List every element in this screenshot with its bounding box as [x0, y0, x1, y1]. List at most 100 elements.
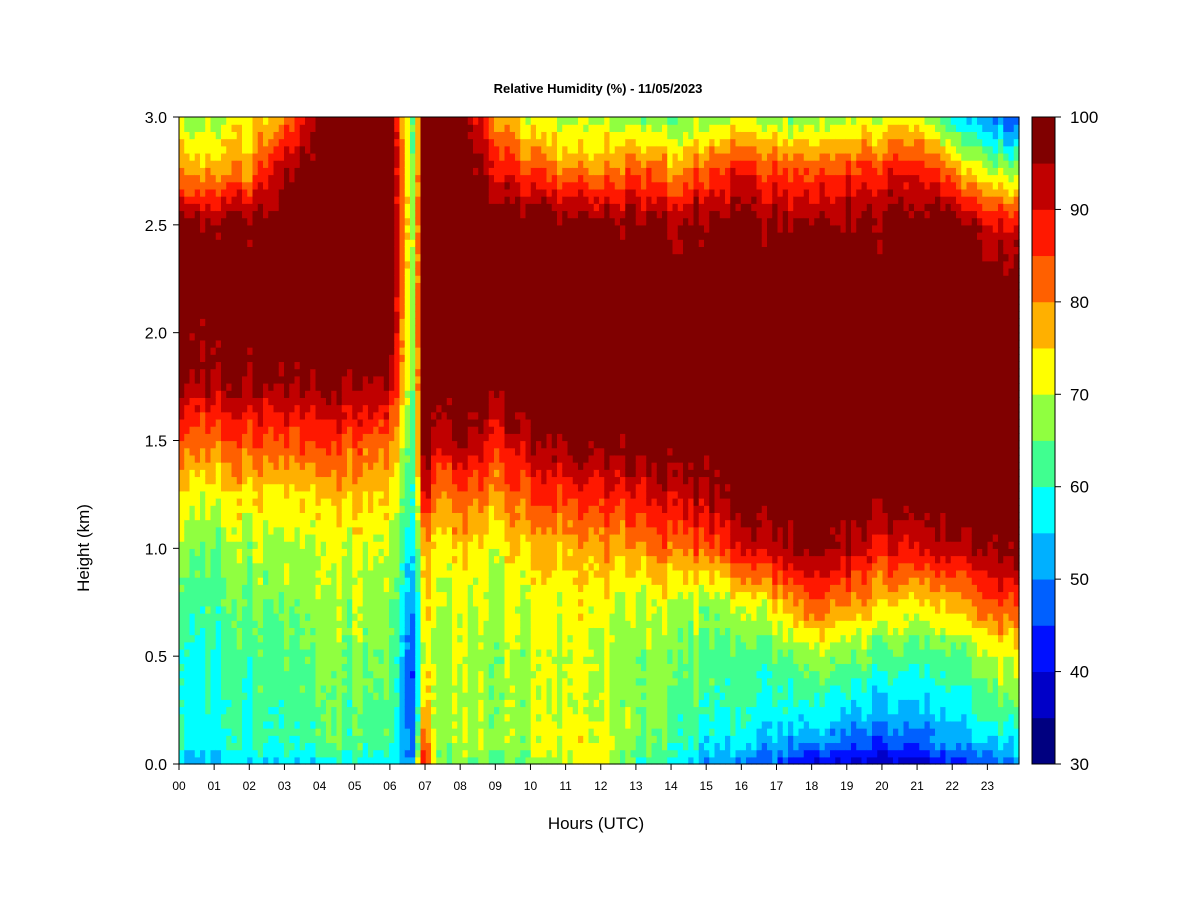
heatmap-cell: [263, 498, 269, 506]
heatmap-cell: [315, 684, 322, 693]
heatmap-cell: [215, 210, 222, 219]
heatmap-cell: [247, 519, 254, 528]
heatmap-cell: [399, 706, 406, 715]
heatmap-cell: [425, 260, 432, 269]
heatmap-cell: [352, 591, 359, 600]
heatmap-cell: [336, 167, 343, 176]
heatmap-cell: [294, 375, 301, 384]
heatmap-cell: [315, 404, 322, 413]
heatmap-cell: [399, 275, 406, 283]
heatmap-cell: [452, 454, 458, 463]
heatmap-cell: [210, 670, 217, 679]
heatmap-cell: [446, 138, 453, 147]
heatmap-cell: [310, 232, 317, 240]
heatmap-cell: [326, 498, 332, 506]
heatmap-cell: [436, 368, 443, 377]
heatmap-cell: [331, 706, 338, 715]
heatmap-cell: [236, 318, 243, 327]
heatmap-cell: [399, 728, 406, 736]
heatmap-cell: [210, 440, 217, 449]
heatmap-cell: [352, 670, 359, 679]
heatmap-cell: [320, 562, 327, 571]
heatmap-cell: [205, 720, 212, 729]
heatmap-cell: [326, 224, 332, 233]
heatmap-cell: [420, 311, 427, 319]
heatmap-cell: [215, 145, 222, 154]
heatmap-cell: [341, 641, 348, 650]
heatmap-cell: [425, 303, 432, 312]
heatmap-cell: [289, 318, 296, 327]
heatmap-cell: [441, 720, 448, 729]
heatmap-cell: [184, 339, 191, 348]
heatmap-cell: [399, 332, 406, 341]
heatmap-cell: [415, 203, 422, 212]
heatmap-cell: [420, 584, 427, 593]
heatmap-cell: [200, 411, 206, 420]
heatmap-cell: [436, 692, 443, 700]
heatmap-cell: [273, 275, 280, 283]
heatmap-cell: [226, 749, 233, 758]
heatmap-cell: [462, 706, 469, 715]
heatmap-cell: [252, 411, 259, 420]
heatmap-cell: [394, 296, 401, 305]
heatmap-cell: [331, 656, 338, 664]
heatmap-cell: [341, 181, 348, 190]
heatmap-cell: [362, 131, 369, 140]
heatmap-cell: [184, 663, 191, 672]
heatmap-cell: [420, 368, 427, 377]
heatmap-cell: [352, 447, 359, 456]
heatmap-cell: [215, 469, 222, 478]
heatmap-cell: [331, 246, 338, 255]
heatmap-cell: [347, 584, 353, 593]
heatmap-cell: [347, 699, 353, 708]
heatmap-cell: [189, 174, 196, 183]
heatmap-cell: [215, 253, 222, 262]
heatmap-cell: [341, 605, 348, 614]
heatmap-cell: [394, 224, 401, 233]
heatmap-cell: [336, 605, 343, 614]
heatmap-cell: [179, 641, 185, 650]
heatmap-cell: [252, 138, 259, 147]
heatmap-cell: [357, 634, 364, 643]
heatmap-cell: [189, 706, 196, 715]
heatmap-cell: [194, 620, 201, 629]
heatmap-cell: [362, 505, 369, 513]
heatmap-cell: [305, 296, 311, 305]
heatmap-cell: [289, 246, 296, 255]
heatmap-cell: [179, 598, 185, 607]
heatmap-cell: [410, 591, 416, 600]
heatmap-cell: [436, 404, 443, 413]
heatmap-cell: [221, 526, 227, 535]
heatmap-cell: [305, 440, 311, 449]
heatmap-cell: [410, 203, 416, 212]
heatmap-cell: [242, 160, 248, 168]
heatmap-cell: [247, 117, 254, 125]
heatmap-cell: [467, 454, 474, 463]
heatmap-cell: [299, 411, 306, 420]
heatmap-cell: [263, 433, 269, 442]
heatmap-cell: [336, 562, 343, 571]
heatmap-cell: [273, 174, 280, 183]
heatmap-cell: [226, 390, 233, 398]
heatmap-cell: [215, 426, 222, 434]
heatmap-cell: [457, 684, 464, 693]
heatmap-cell: [231, 692, 238, 700]
heatmap-cell: [341, 519, 348, 528]
heatmap-cell: [410, 440, 416, 449]
heatmap-cell: [289, 303, 296, 312]
heatmap-cell: [415, 505, 422, 513]
heatmap-cell: [299, 720, 306, 729]
heatmap-cell: [368, 749, 374, 758]
heatmap-cell: [320, 577, 327, 585]
heatmap-cell: [189, 124, 196, 132]
heatmap-cell: [357, 188, 364, 197]
heatmap-cell: [242, 289, 248, 298]
heatmap-cell: [215, 728, 222, 736]
heatmap-cell: [252, 325, 259, 334]
heatmap-cell: [420, 318, 427, 327]
heatmap-cell: [420, 699, 427, 708]
heatmap-cell: [383, 203, 390, 212]
heatmap-cell: [373, 605, 380, 614]
heatmap-cell: [231, 512, 238, 521]
heatmap-cell: [305, 282, 311, 291]
